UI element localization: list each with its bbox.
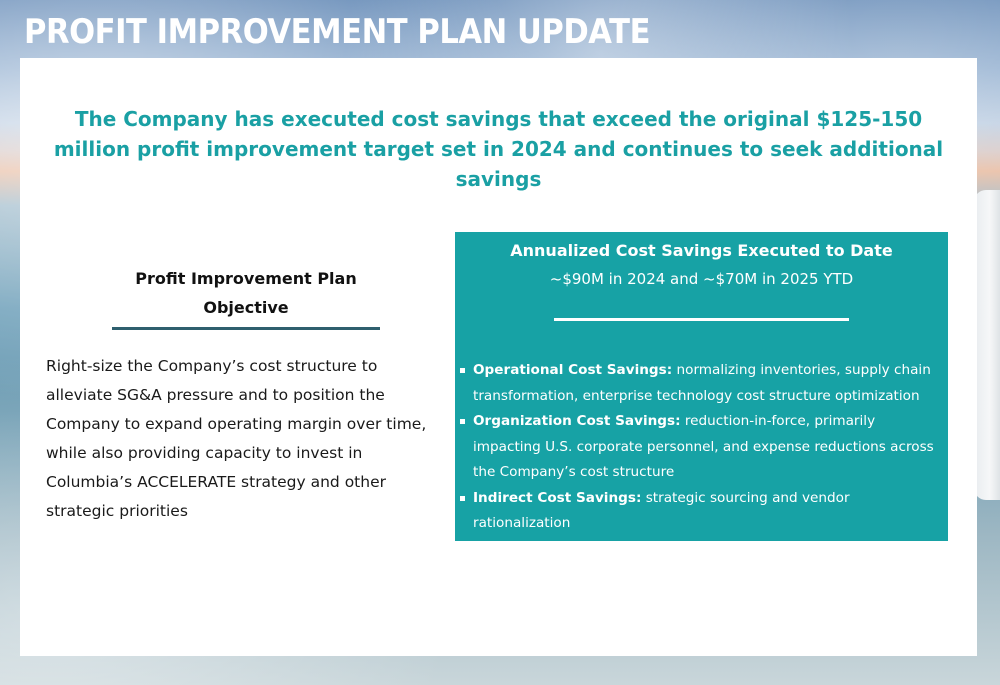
bullet-square-icon <box>460 546 465 552</box>
bullet-square-icon <box>460 368 465 373</box>
objective-heading-line1: Profit Improvement Plan <box>135 269 357 288</box>
bullet-indirect: Indirect Cost Savings: strategic sourcin… <box>459 486 945 537</box>
objective-heading-line2: Objective <box>203 298 289 317</box>
bullet-label: Operational Cost Savings: <box>473 362 673 378</box>
background-person <box>974 190 1000 500</box>
savings-bullet-list: Operational Cost Savings: normalizing in… <box>459 358 945 562</box>
objective-body: Right-size the Company’s cost structure … <box>46 357 427 520</box>
bullet-operational: Operational Cost Savings: normalizing in… <box>459 358 945 409</box>
headline: The Company has executed cost savings th… <box>53 107 944 191</box>
savings-divider <box>554 318 849 321</box>
objective-divider <box>112 327 380 330</box>
savings-title: Annualized Cost Savings Executed to Date <box>510 241 893 260</box>
slide-title: PROFIT IMPROVEMENT PLAN UPDATE <box>24 12 651 52</box>
savings-box: Annualized Cost Savings Executed to Date… <box>455 232 948 557</box>
bullet-square-icon <box>460 419 465 424</box>
bullet-label: Indirect Cost Savings: <box>473 489 642 506</box>
savings-subtitle: ~$90M in 2024 and ~$70M in 2025 YTD <box>549 270 854 288</box>
objective-heading: Profit Improvement Plan Objective <box>112 264 380 322</box>
bullet-text: reduction-in-force, primarily impacting … <box>473 413 934 480</box>
bullet-text: strategic sourcing and vendor rationaliz… <box>473 489 850 532</box>
bullet-dtc-store: Underperforming DTC Store Rationalizatio… <box>459 537 945 563</box>
content-panel: The Company has executed cost savings th… <box>20 58 977 656</box>
bullet-text: normalizing inventories, supply chain tr… <box>473 362 931 404</box>
bullet-text: Underperforming DTC Store Rationalizatio… <box>473 540 767 557</box>
bullet-label: Organization Cost Savings: <box>473 413 681 429</box>
bullet-square-icon <box>460 495 465 501</box>
bullet-organization: Organization Cost Savings: reduction-in-… <box>459 409 945 486</box>
